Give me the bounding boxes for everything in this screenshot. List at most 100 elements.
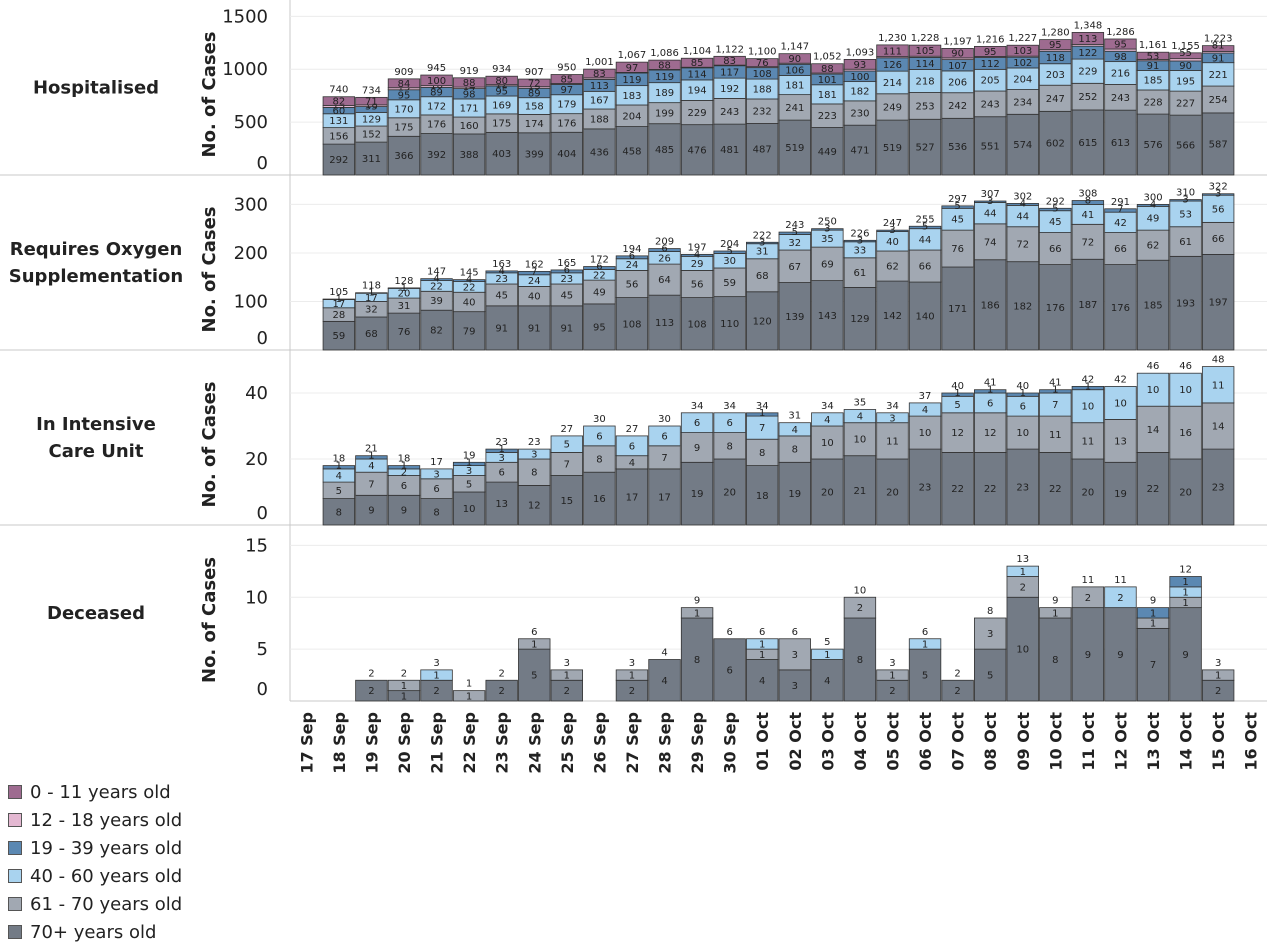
bar-segment	[1071, 200, 1105, 205]
segment-label: 55	[1179, 48, 1192, 59]
x-tick-label: 01 Oct	[753, 712, 772, 771]
x-tick-label: 15 Oct	[1209, 712, 1228, 771]
bar-segment	[518, 270, 551, 276]
bar-total-label: 145	[460, 268, 479, 279]
segment-label: 5	[726, 246, 732, 257]
segment-label: 3	[987, 196, 993, 207]
segment-label: 4	[629, 458, 635, 469]
segment-label: 98	[1114, 52, 1127, 63]
segment-label: 19	[1114, 489, 1127, 500]
segment-label: 67	[788, 262, 801, 273]
segment-label: 171	[948, 304, 967, 315]
bar-total-label: 907	[525, 67, 544, 78]
bar-segment	[778, 422, 811, 437]
segment-label: 182	[850, 87, 869, 98]
segment-label: 171	[460, 103, 479, 114]
bar-total-label: 19	[463, 450, 476, 461]
segment-label: 4	[498, 266, 504, 277]
bar-total-label: 18	[332, 454, 345, 465]
bar-segment	[713, 296, 746, 351]
segment-label: 66	[919, 262, 932, 273]
segment-label: 4	[694, 249, 700, 260]
bar-segment	[680, 124, 714, 176]
segment-label: 204	[622, 111, 641, 122]
segment-label: 2	[1020, 582, 1026, 593]
bar-segment	[778, 435, 811, 463]
segment-label: 602	[1046, 139, 1065, 150]
segment-label: 182	[1013, 301, 1032, 312]
segment-label: 7	[531, 266, 537, 277]
bar-total-label: 226	[850, 228, 869, 239]
bar-segment	[941, 451, 974, 526]
bar-segment	[648, 248, 681, 252]
segment-label: 8	[792, 445, 798, 456]
segment-label: 41	[1082, 210, 1095, 221]
segment-label: 19	[788, 489, 801, 500]
segment-label: 30	[723, 256, 736, 267]
segment-label: 160	[460, 121, 479, 132]
segment-label: 7	[1117, 204, 1123, 215]
legend-item: 12 - 18 years old	[8, 806, 182, 834]
segment-label: 2	[1117, 593, 1123, 604]
bar-segment	[648, 468, 681, 526]
legend-swatch	[8, 897, 22, 911]
x-tick-label: 13 Oct	[1144, 712, 1163, 771]
bar-segment	[387, 465, 421, 470]
segment-label: 10	[821, 438, 834, 449]
segment-label: 82	[332, 97, 345, 108]
bar-segment	[746, 258, 779, 293]
bar-segment	[778, 231, 811, 235]
segment-label: 3	[889, 413, 895, 424]
segment-label: 102	[1013, 58, 1032, 69]
panel-title: Requires Oxygen	[10, 239, 183, 260]
bar-segment	[1136, 405, 1170, 453]
segment-label: 5	[922, 221, 928, 232]
bar-total-label: 11	[1082, 575, 1095, 586]
segment-label: 10	[1016, 428, 1029, 439]
bar-segment	[713, 432, 746, 460]
segment-label: 12	[951, 428, 964, 439]
segment-label: 8	[726, 441, 732, 452]
bar-total-label: 1,155	[1171, 41, 1200, 52]
bar-segment	[746, 412, 779, 417]
segment-label: 4	[857, 412, 863, 423]
bar-segment	[550, 74, 583, 84]
segment-label: 16	[430, 81, 443, 92]
bar-segment	[355, 679, 388, 702]
segment-label: 4	[661, 676, 667, 687]
segment-label: 15	[528, 82, 541, 93]
legend-label: 0 - 11 years old	[30, 781, 171, 803]
segment-label: 185	[1143, 76, 1162, 87]
segment-label: 26	[658, 253, 671, 264]
segment-label: 404	[557, 149, 576, 160]
bar-total-label: 3	[1215, 658, 1221, 669]
segment-label: 403	[492, 149, 511, 160]
segment-label: 1	[1085, 381, 1091, 392]
segment-label: 232	[753, 107, 772, 118]
bar-total-label: 1,086	[650, 48, 679, 59]
segment-label: 88	[821, 64, 834, 75]
bar-total-label: 35	[854, 398, 867, 409]
y-tick-label: 1500	[222, 6, 268, 27]
segment-label: 45	[951, 215, 964, 226]
segment-label: 12	[495, 80, 508, 91]
legend-swatch	[8, 785, 22, 799]
y-tick-label: 0	[257, 153, 268, 174]
y-tick-label: 200	[234, 243, 268, 264]
bar-segment	[518, 484, 551, 526]
segment-label: 3	[987, 629, 993, 640]
segment-label: 6	[726, 665, 732, 676]
segment-label: 170	[394, 104, 413, 115]
segment-label: 188	[590, 114, 609, 125]
bar-segment	[974, 389, 1007, 394]
segment-label: 108	[688, 319, 707, 330]
bar-segment	[1201, 366, 1235, 404]
segment-label: 66	[1049, 244, 1062, 255]
y-tick-label: 500	[234, 112, 268, 133]
segment-label: 228	[1143, 98, 1162, 109]
bar-segment	[680, 461, 714, 526]
bar-total-label: 1	[466, 679, 472, 690]
segment-label: 72	[528, 78, 541, 89]
segment-label: 5	[466, 479, 472, 490]
bar-total-label: 3	[564, 658, 570, 669]
